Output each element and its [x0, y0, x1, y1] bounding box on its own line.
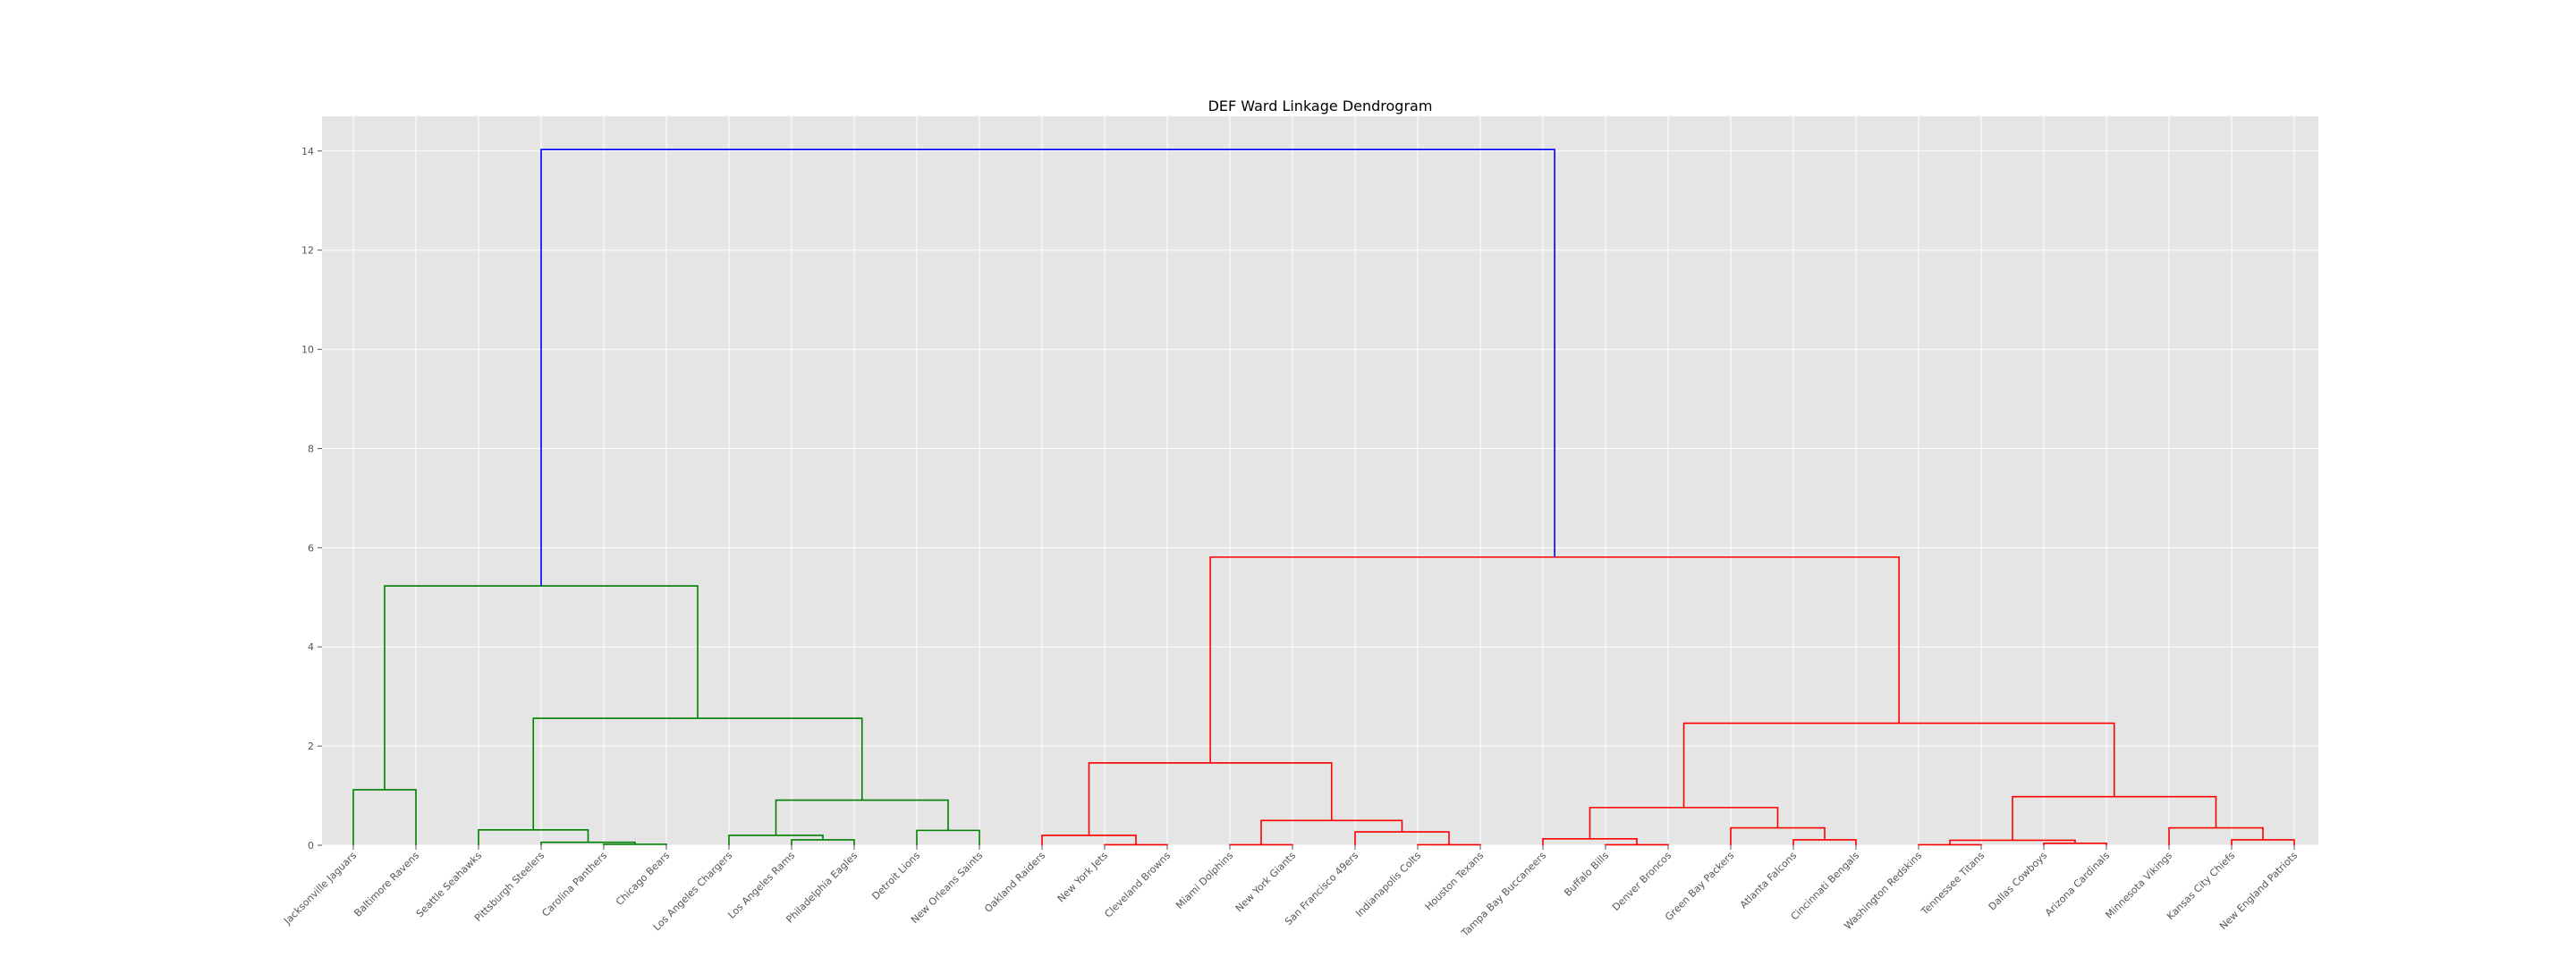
- leaf-label: Carolina Panthers: [539, 850, 609, 919]
- dendrogram-link: [478, 829, 589, 845]
- leaf-label: Oakland Raiders: [982, 850, 1047, 915]
- leaf-label: Green Bay Packers: [1663, 850, 1736, 923]
- dendrogram-link: [1104, 843, 1168, 846]
- leaf-label: Minnesota Vikings: [2103, 850, 2174, 921]
- dendrogram-link: [2012, 795, 2217, 841]
- plot-area: [322, 116, 2318, 845]
- dendrogram-link: [1589, 807, 1779, 839]
- leaf-label: Buffalo Bills: [1562, 850, 1611, 899]
- dendrogram-link: [1605, 843, 1669, 846]
- y-tick-label: 10: [301, 344, 314, 356]
- dendrogram-link: [1417, 843, 1481, 846]
- leaf-label: Cleveland Browns: [1102, 850, 1173, 920]
- leaf-label: Detroit Lions: [869, 850, 922, 902]
- dendrogram-link: [1041, 835, 1137, 845]
- leaf-label: Philadelphia Eagles: [784, 850, 860, 926]
- leaf-label: New York Jets: [1055, 850, 1111, 905]
- leaf-label: Baltimore Ravens: [352, 850, 421, 919]
- dendrogram-link: [728, 835, 824, 845]
- leaf-label: Denver Broncos: [1610, 850, 1674, 913]
- dendrogram-link: [352, 789, 417, 845]
- dendrogram-link: [1542, 837, 1638, 845]
- dendrogram-link: [1260, 819, 1403, 845]
- dendrogram-link: [775, 799, 949, 835]
- leaf-label: Kansas City Chiefs: [2165, 850, 2237, 922]
- leaf-label: Indianapolis Colts: [1353, 850, 1423, 919]
- leaf-label: Dallas Cowboys: [1987, 850, 2050, 913]
- y-axis: 0 2 4 6 8 10 12 14: [301, 146, 322, 852]
- chart-title: DEF Ward Linkage Dendrogram: [1208, 97, 1433, 114]
- dendrogram-links: [352, 148, 2295, 846]
- leaf-label: Houston Texans: [1423, 850, 1487, 913]
- leaf-label: New Orleans Saints: [909, 850, 985, 926]
- leaf-label: Jacksonville Jaguars: [281, 850, 359, 928]
- leaf-label: Pittsburgh Steelers: [472, 850, 547, 924]
- dendrogram-link: [1354, 831, 1450, 845]
- leaf-label: Los Angeles Rams: [725, 850, 797, 921]
- dendrogram-link: [540, 148, 1555, 587]
- leaf-label: Cincinnati Bengals: [1789, 850, 1862, 923]
- leaf-label: Atlanta Falcons: [1738, 850, 1799, 911]
- y-tick-label: 8: [308, 443, 314, 454]
- leaf-label: Arizona Cardinals: [2043, 850, 2112, 919]
- y-tick-label: 4: [308, 641, 314, 653]
- y-tick-label: 14: [301, 146, 314, 157]
- y-tick-label: 6: [308, 542, 314, 554]
- dendrogram-link: [1229, 843, 1293, 846]
- leaf-label: Tennessee Titans: [1919, 850, 1987, 919]
- y-tick-label: 12: [301, 245, 314, 257]
- leaf-label: Miami Dolphins: [1174, 850, 1235, 911]
- leaf-label: New York Giants: [1233, 850, 1298, 914]
- y-tick-label: 2: [308, 741, 314, 752]
- leaf-label: Seattle Seahawks: [414, 850, 484, 919]
- y-tick-label: 0: [308, 840, 314, 852]
- dendrogram-link: [1949, 839, 2076, 845]
- leaf-label: Chicago Bears: [614, 850, 672, 908]
- dendrogram-link: [1918, 843, 1982, 846]
